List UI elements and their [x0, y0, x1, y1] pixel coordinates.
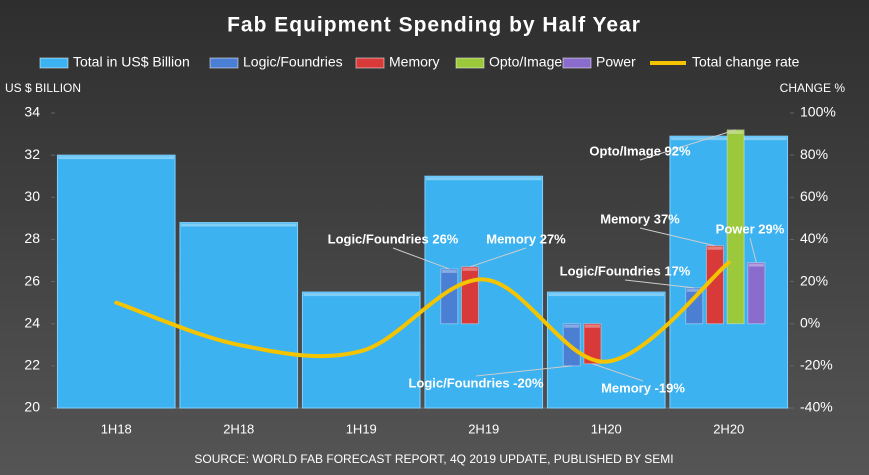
x-tick-label: 1H19 — [346, 421, 377, 436]
bar-highlight — [564, 324, 580, 328]
y-tick-label: 28 — [24, 230, 40, 246]
data-label: Memory -19% — [601, 380, 685, 395]
bar-highlight — [303, 293, 420, 297]
y2-tick-label: 0% — [800, 314, 820, 330]
chart-title: Fab Equipment Spending by Half Year — [227, 14, 641, 37]
y-tick-label: 20 — [24, 399, 40, 415]
x-tick-label: 1H20 — [591, 421, 622, 436]
bar-highlight — [748, 263, 764, 267]
legend-swatch — [355, 57, 385, 69]
y-axis-label: US $ BILLION — [5, 81, 81, 95]
label-leader — [469, 247, 527, 268]
y2-axis-label: CHANGE % — [780, 81, 846, 95]
y2-tick-label: 80% — [800, 146, 828, 162]
x-tick-label: 1H18 — [101, 421, 132, 436]
label-leader — [392, 247, 450, 270]
data-label: Logic/Foundries -20% — [408, 375, 544, 390]
bar-highlight — [180, 223, 297, 227]
label-leader — [639, 227, 716, 247]
legend-swatch — [455, 57, 485, 69]
bar-highlight — [707, 246, 723, 250]
bar-highlight — [441, 269, 457, 273]
legend-swatch — [209, 57, 239, 69]
x-tick-label: 2H20 — [713, 421, 744, 436]
legend-swatch — [562, 57, 592, 69]
segment-bar — [747, 262, 766, 325]
x-tick-label: 2H19 — [468, 421, 499, 436]
legend-label: Memory — [389, 54, 440, 70]
legend-label: Total in US$ Billion — [73, 54, 190, 70]
label-leader — [639, 129, 736, 161]
bar-highlight — [58, 156, 175, 160]
data-label: Memory 37% — [600, 211, 680, 226]
change-rate-line — [114, 260, 731, 364]
label-leader — [624, 279, 695, 289]
y2-tick-label: -40% — [800, 399, 833, 415]
total-bar — [56, 154, 176, 409]
bar-highlight — [686, 288, 702, 292]
y2-tick-label: 100% — [800, 104, 836, 120]
data-label: Logic/Foundries 26% — [328, 231, 459, 246]
bar-highlight — [728, 130, 744, 134]
x-tick-label: 2H18 — [223, 421, 254, 436]
bar-highlight — [462, 267, 478, 271]
y2-tick-label: 60% — [800, 188, 828, 204]
source-note: SOURCE: WORLD FAB FORECAST REPORT, 4Q 20… — [194, 452, 673, 466]
total-bar — [179, 222, 299, 409]
y-tick-label: 22 — [24, 357, 40, 373]
label-leader — [592, 363, 644, 382]
y-tick-label: 30 — [24, 188, 40, 204]
data-label: Logic/Foundries 17% — [560, 263, 691, 278]
data-label: Opto/Image 92% — [589, 143, 691, 158]
legend-label: Total change rate — [692, 54, 800, 70]
bar-highlight — [548, 293, 665, 297]
data-label: Memory 27% — [486, 231, 566, 246]
bar-highlight — [425, 177, 542, 181]
y-tick-label: 26 — [24, 272, 40, 288]
y2-tick-label: 40% — [800, 230, 828, 246]
legend-label: Opto/Image — [489, 54, 562, 70]
y-tick-label: 32 — [24, 146, 40, 162]
legend-label: Power — [596, 54, 636, 70]
legend-swatch — [39, 57, 69, 69]
data-label: Power 29% — [716, 221, 785, 236]
y2-tick-label: 20% — [800, 272, 828, 288]
y2-tick-label: -20% — [800, 357, 833, 373]
y-tick-label: 24 — [24, 314, 40, 330]
label-leader — [749, 237, 757, 263]
y-tick-label: 34 — [24, 104, 40, 120]
bar-highlight — [584, 324, 600, 328]
legend-label: Logic/Foundries — [243, 54, 343, 70]
label-leader — [475, 365, 572, 377]
segment-bar — [460, 266, 479, 325]
